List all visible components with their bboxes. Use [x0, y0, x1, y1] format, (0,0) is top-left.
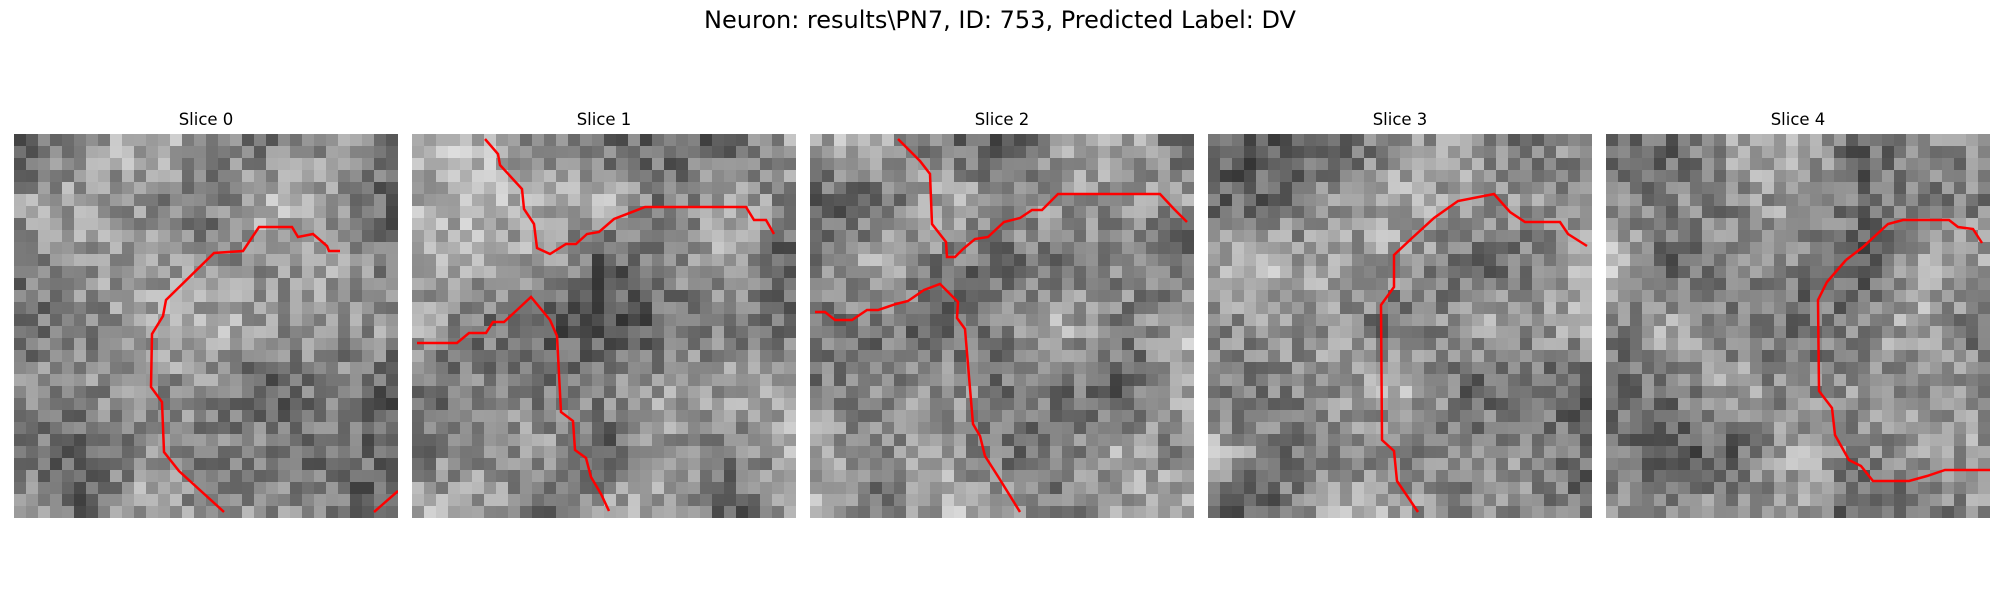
segmentation-contour [417, 295, 611, 512]
segmentation-contour [149, 225, 340, 513]
slice-image [14, 134, 398, 518]
slice-title: Slice 0 [178, 110, 234, 129]
microscopy-texture [810, 134, 1194, 518]
segmentation-contour [484, 138, 776, 256]
microscopy-texture [14, 134, 398, 518]
slice-panel-0: Slice 0 [14, 108, 398, 518]
slice-image [1208, 134, 1592, 518]
slice-title: Slice 2 [974, 110, 1030, 129]
figure-title: Neuron: results\PN7, ID: 753, Predicted … [704, 6, 1296, 34]
segmentation-contour [815, 282, 1022, 513]
slice-panel-3: Slice 3 [1208, 108, 1592, 518]
microscopy-texture [1606, 134, 1990, 518]
segmentation-contour [897, 138, 1188, 259]
slice-image [412, 134, 796, 518]
slice-title: Slice 1 [576, 110, 632, 129]
segmentation-contour [1379, 192, 1588, 513]
segmentation-contour [373, 490, 398, 513]
slice-title: Slice 4 [1770, 110, 1826, 129]
slice-title: Slice 3 [1372, 110, 1428, 129]
segmentation-contour [1845, 218, 1984, 261]
slice-panel-1: Slice 1 [412, 108, 796, 518]
microscopy-texture [412, 134, 796, 518]
slice-panel-4: Slice 4 [1606, 108, 1990, 518]
slice-image [1606, 134, 1990, 518]
slice-image [810, 134, 1194, 518]
microscopy-texture [1208, 134, 1592, 518]
slice-panel-2: Slice 2 [810, 108, 1194, 518]
segmentation-contour [1816, 259, 1990, 483]
